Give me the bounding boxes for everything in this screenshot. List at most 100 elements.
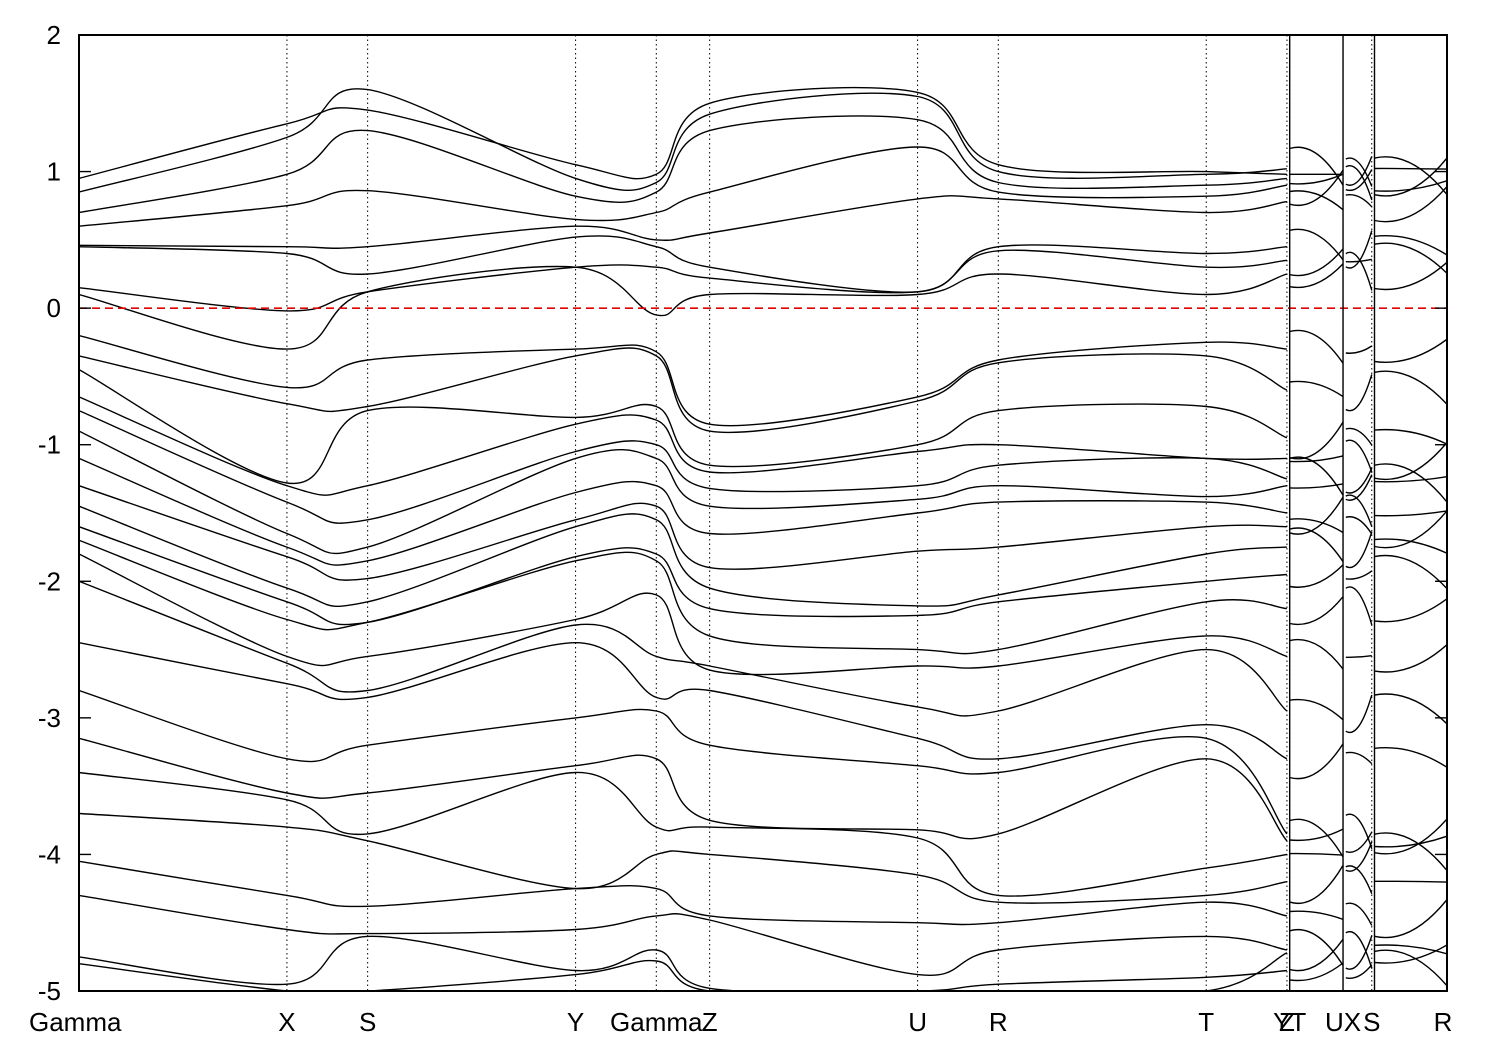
band-line-20-seg-3 [1374,644,1447,673]
band-line-14-seg-1 [1289,483,1344,489]
band-line-12-seg-2 [1345,439,1373,473]
x-tick-label: Z [702,1007,718,1037]
band-line-14-seg-3 [1374,463,1447,503]
band-line-21 [79,580,1288,717]
band-line-8 [79,265,1288,350]
band-line-30-seg-3 [1374,944,1447,964]
band-line-21-seg-3 [1374,693,1447,725]
band-line-30-seg-2 [1345,930,1373,969]
kpoint-gridlines [286,35,1373,991]
band-line-17-seg-2 [1345,531,1373,569]
band-line-29 [79,935,1287,991]
band-line-15-seg-1 [1289,496,1344,535]
band-line-15 [79,457,1287,566]
band-line-22-seg-3 [1374,747,1447,768]
x-tick-label: YT [1273,1007,1306,1037]
band-line-6 [79,235,1287,293]
band-line-1-seg-2 [1345,157,1373,187]
x-tick-label: Gamma [610,1007,703,1037]
band-line-20-seg-2 [1345,655,1372,659]
band-line-17 [79,505,1287,607]
band-line-23-seg-1 [1289,828,1344,842]
x-tick-label: Z [1279,1007,1295,1037]
band-line-20-seg-1 [1289,638,1344,670]
band-line-15-seg-3 [1374,510,1447,517]
band-line-3 [79,115,1287,214]
band-line-4-seg-2 [1345,165,1373,201]
band-line-7-seg-3 [1374,242,1447,274]
band-line-27 [79,860,1288,926]
x-tick-label: S [1363,1007,1380,1037]
x-tick-label: X [278,1007,295,1037]
band-line-13-seg-3 [1374,476,1447,483]
band-line-24-seg-3 [1374,835,1447,848]
y-tick-label: -1 [38,430,61,460]
band-line-27-seg-3 [1374,899,1447,939]
y-tick-label: 2 [47,20,61,50]
band-line-18 [79,526,1287,626]
band-line-14-seg-2 [1345,474,1373,501]
band-line-29-seg-2 [1345,964,1373,979]
y-tick-label: -3 [38,703,61,733]
band-line-8-seg-2 [1345,251,1373,291]
band-line-10-seg-2 [1345,374,1373,412]
x-tick-label: Gamma [29,1007,122,1037]
band-line-8-seg-1 [1289,263,1344,289]
segment-breaks [1288,35,1376,991]
band-line-19-seg-3 [1374,598,1447,623]
band-line-16 [79,485,1287,581]
band-line-15-seg-2 [1345,494,1373,527]
y-tick-label: 1 [47,157,61,187]
band-line-13-seg-1 [1289,456,1344,496]
band-line-19-seg-2 [1345,586,1373,626]
band-line-27-seg-1 [1289,910,1344,921]
band-line-5 [79,195,1287,249]
band-line-21-seg-1 [1289,698,1344,721]
band-line-24-seg-1 [1289,818,1344,858]
band-line-10 [79,347,1288,434]
band-line-10-seg-3 [1374,370,1447,405]
x-axis-labels: Gamma X S Y Gamma Z U R T ZYT UX S R [29,1007,1452,1037]
band-line-26-seg-2 [1345,865,1373,894]
x-tick-label: UX [1325,1007,1361,1037]
band-line-13 [79,409,1288,524]
band-line-25-seg-1 [1289,852,1344,856]
band-line-7-seg-2 [1345,258,1372,263]
band-line-28-seg-2 [1345,935,1373,970]
band-line-26 [79,812,1288,904]
x-tick-label: T [1198,1007,1214,1037]
band-line-19 [79,539,1287,655]
band-line-28-seg-3 [1374,944,1447,955]
band-line-24 [79,737,1288,842]
band-line-6-seg-1 [1289,228,1344,261]
band-line-23 [79,689,1288,835]
y-tick-label: -2 [38,566,61,596]
plot-frame [78,34,1448,992]
band-line-25-seg-3 [1374,832,1447,872]
band-line-26-seg-1 [1289,865,1344,904]
band-line-18-seg-3 [1374,554,1447,590]
band-line-8-seg-3 [1374,261,1447,291]
band-line-12-seg-1 [1289,455,1344,463]
band-line-6-seg-3 [1374,235,1447,256]
band-line-22-seg-2 [1345,751,1373,765]
band-line-5-seg-2 [1345,194,1373,208]
band-line-9 [79,334,1287,427]
band-line-2-seg-1 [1289,146,1344,186]
y-tick-label: 0 [47,293,61,323]
band-line-11 [79,368,1288,484]
band-line-4-seg-3 [1374,180,1447,192]
band-line-3-seg-3 [1374,156,1447,196]
band-line-16-seg-1 [1289,518,1344,534]
band-line-5-seg-1 [1289,190,1344,211]
band-line-9-seg-3 [1374,338,1447,363]
band-line-26-seg-3 [1374,880,1447,883]
y-axis-ticks: 2 1 0 -1 -2 -3 -4 -5 [38,20,1447,1006]
band-line-9-seg-1 [1289,329,1344,364]
band-line-3-seg-2 [1345,169,1373,192]
band-line-27-seg-2 [1345,902,1373,926]
band-line-2-seg-3 [1374,167,1447,170]
band-lines [79,86,1447,991]
y-tick-label: -4 [38,839,61,869]
